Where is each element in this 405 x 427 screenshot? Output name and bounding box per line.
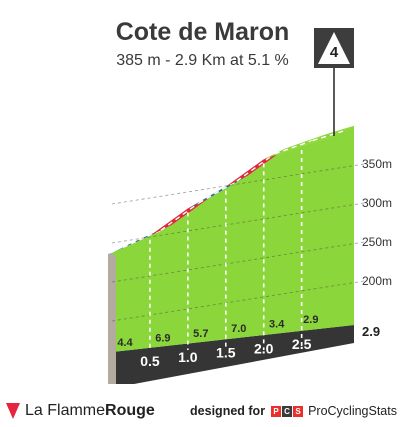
road-centerline-4 — [236, 153, 276, 182]
pcs-letter-p: P — [271, 405, 282, 417]
pcs-name: ProCyclingStats — [308, 404, 397, 418]
gridline-250 — [111, 241, 365, 283]
gradient-label-4: 7.0 — [231, 323, 246, 335]
labels-layer: 200m 250m 300m 350m 4.4 6.9 5.7 7.0 3.4 2.9 0.5 1.0… — [117, 157, 392, 369]
brand-prefix: La Flamme — [25, 402, 106, 419]
gridline-300 — [111, 202, 365, 244]
road-centerline-2 — [160, 202, 200, 231]
gradient-label-3: 5.7 — [193, 328, 208, 340]
road-centerline-3 — [198, 180, 238, 204]
pcs-letter-s: S — [293, 405, 304, 417]
elevation-profile-chart: 200m 250m 300m 350m 4.4 6.9 5.7 7.0 3.4 2.9 0.5 1.0… — [108, 28, 392, 384]
ytick-label-200: 200m — [362, 274, 392, 288]
ytick-label-350: 350m — [362, 157, 392, 171]
km-label-2.5: 2.5 — [292, 336, 312, 352]
ytick-label-250: 250m — [362, 235, 392, 249]
climb-title: Cote de Maron — [115, 18, 290, 46]
profile-front-face — [112, 125, 354, 352]
km-label-1.5: 1.5 — [216, 345, 236, 361]
gradient-label-1: 4.4 — [117, 337, 133, 349]
gridline-200 — [111, 280, 365, 322]
climb-subtitle: 385 m - 2.9 Km at 5.1 % — [116, 52, 289, 69]
brand-suffix: Rouge — [105, 402, 155, 419]
gradient-label-2: 6.9 — [155, 332, 170, 344]
brand-text: La FlammeRouge — [25, 402, 155, 420]
ytick-label-300: 300m — [362, 196, 392, 210]
distance-band — [112, 325, 354, 384]
la-flamme-rouge-logo: La FlammeRouge — [5, 400, 155, 422]
gradient-label-5: 3.4 — [269, 319, 285, 331]
profile-layer — [108, 125, 354, 384]
flamme-rouge-flag-icon — [6, 403, 20, 419]
km-label-1.0: 1.0 — [178, 349, 198, 365]
km-label-2.0: 2.0 — [254, 340, 274, 356]
profile-side-wall — [108, 252, 116, 384]
profile-top-segment-2 — [149, 197, 210, 236]
grid-layer — [111, 150, 365, 350]
pcs-letter-c: C — [282, 405, 293, 417]
profile-top-segment-4 — [225, 148, 286, 187]
badge-triangle-icon — [318, 32, 350, 64]
badge-category-number: 4 — [330, 44, 339, 61]
gradient-label-6: 2.9 — [303, 314, 318, 326]
profile-top-segment-6 — [301, 125, 354, 147]
total-distance-label: 2.9 — [362, 324, 380, 339]
gridline-350 — [111, 163, 365, 205]
road-centerline-5 — [274, 139, 313, 155]
designed-for-text: designed for — [190, 404, 266, 418]
road-centerline-1 — [122, 229, 162, 249]
category-badge: 4 — [314, 28, 354, 136]
km-label-0.5: 0.5 — [140, 353, 160, 369]
